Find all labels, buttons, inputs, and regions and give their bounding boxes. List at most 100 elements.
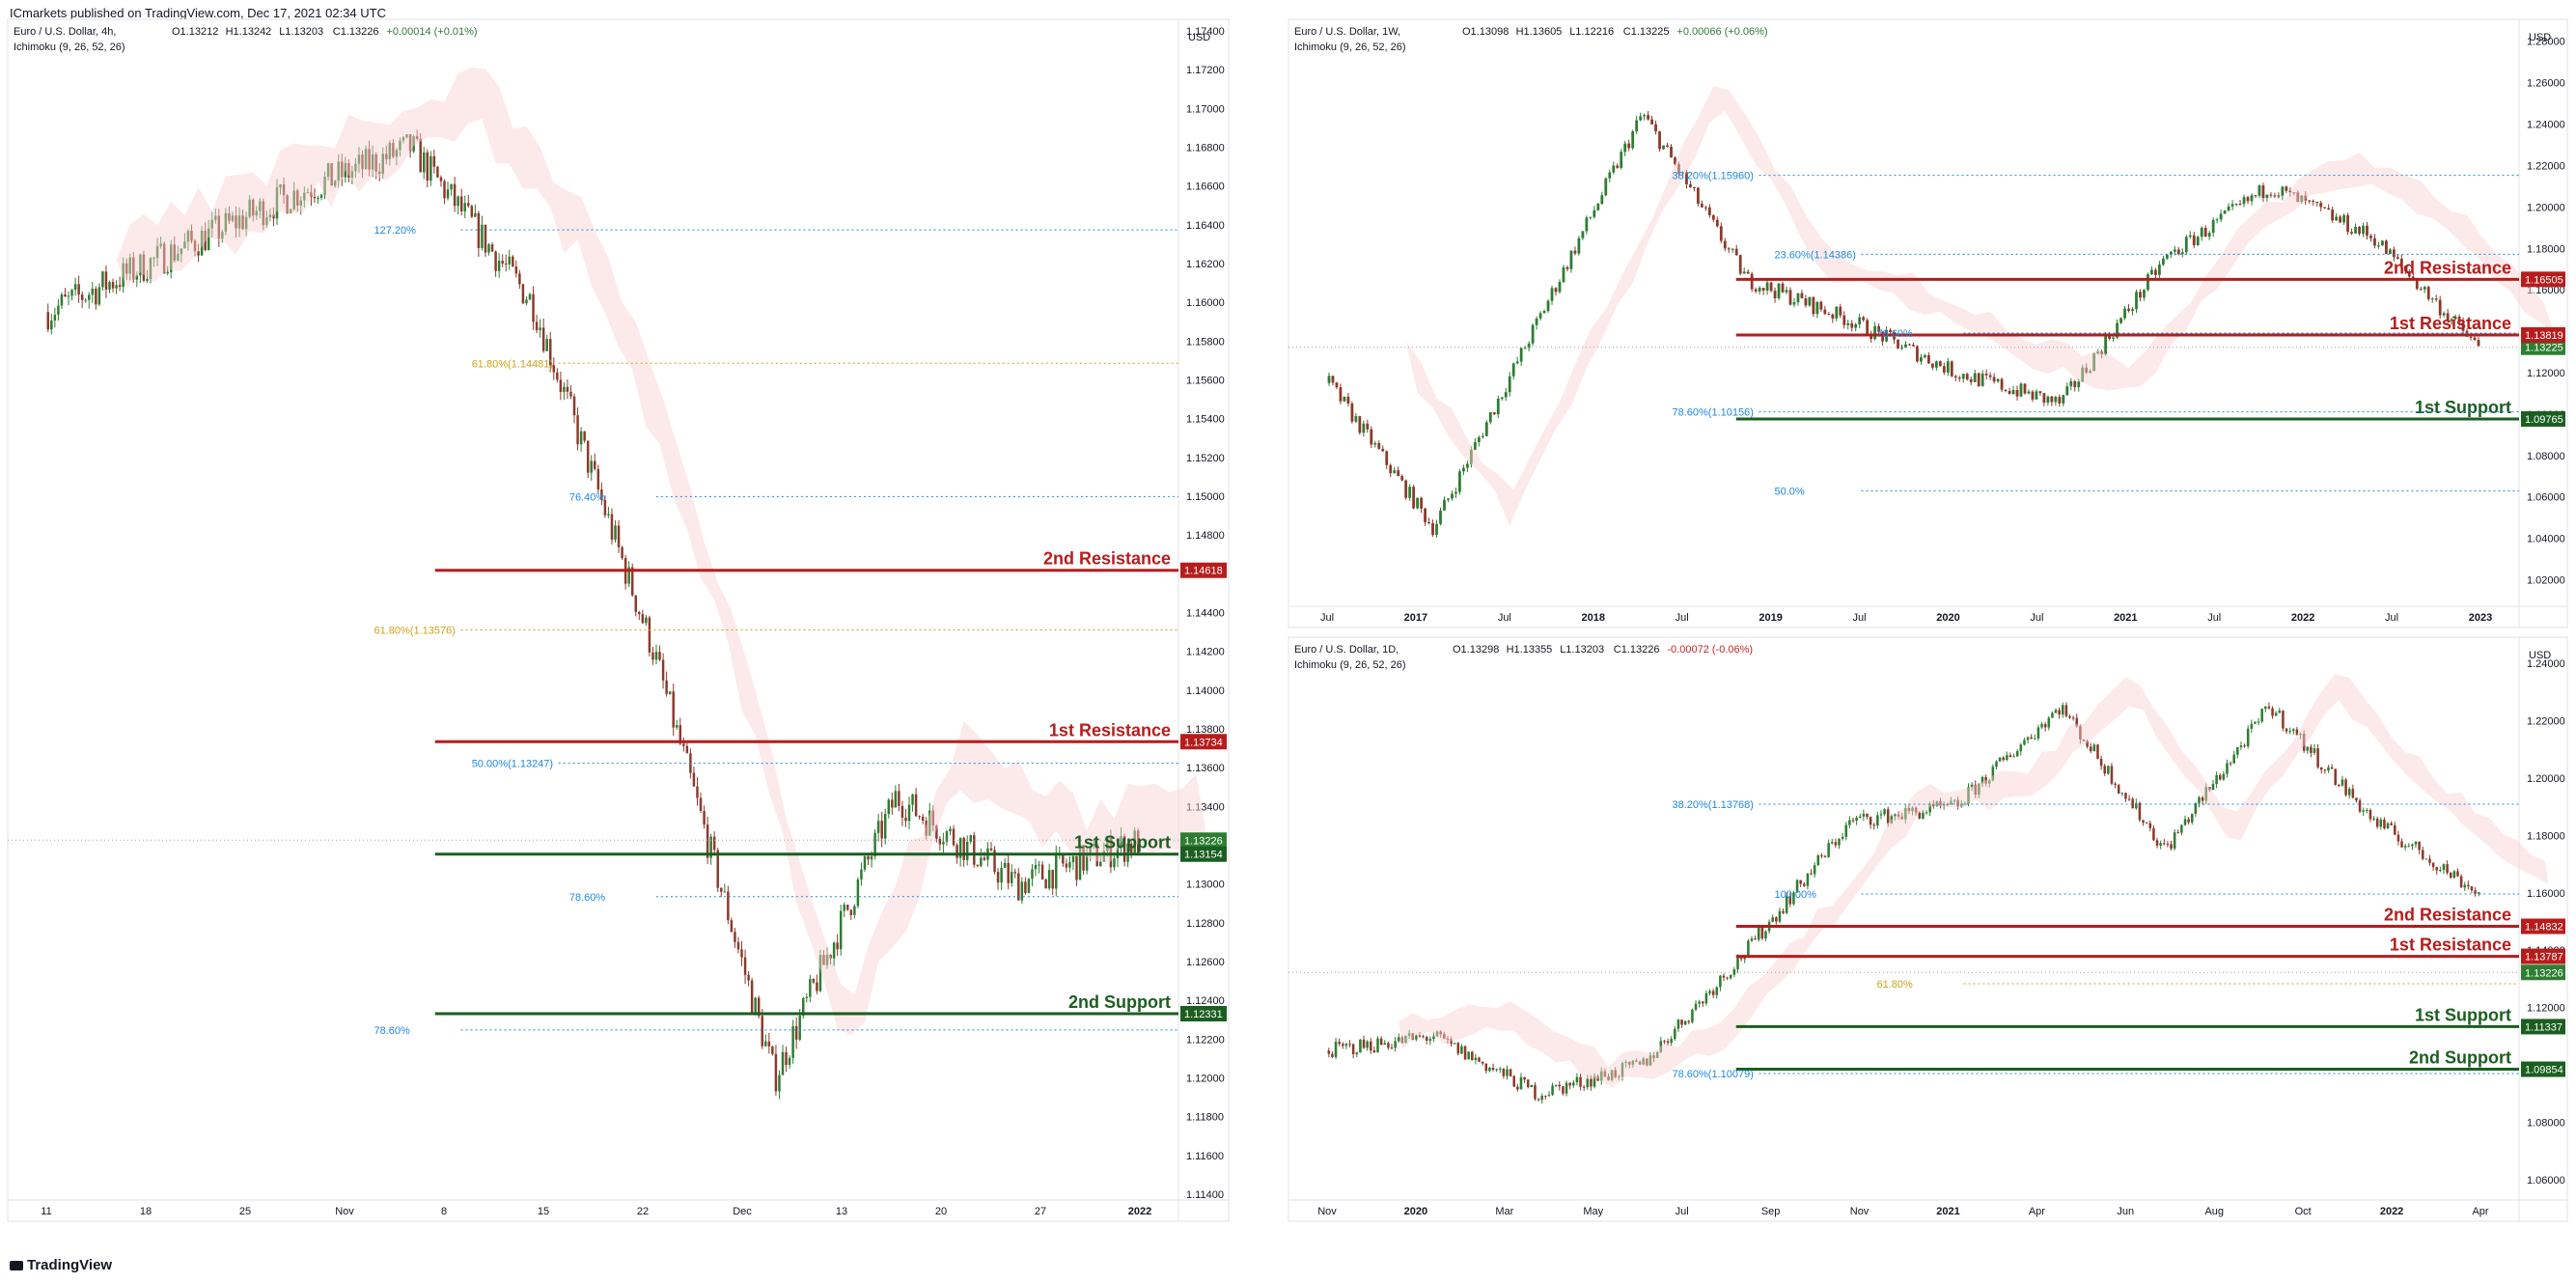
candle-body: [1808, 296, 1812, 306]
candle-body: [1707, 207, 1711, 215]
candle-body: [2068, 715, 2071, 718]
y-tick-label: 1.14800: [1186, 530, 1225, 542]
level-label: 1st Support: [1074, 833, 1171, 852]
candle-body: [1089, 846, 1092, 853]
candle-body: [1654, 124, 1657, 132]
level-price-value: 1.13787: [2525, 952, 2563, 963]
candle-body: [1590, 1078, 1593, 1087]
candle-body: [740, 949, 743, 958]
candle-body: [2246, 728, 2250, 747]
candle-body: [1732, 969, 1736, 975]
candle-body: [186, 231, 190, 242]
candle-body: [539, 327, 541, 331]
candle-body: [849, 909, 853, 915]
candle-body: [2277, 195, 2281, 197]
candle-body: [1390, 1047, 1394, 1049]
candle-body: [347, 163, 350, 178]
fib-label: 23.60%(1.14386): [1775, 249, 1856, 261]
candle-body: [385, 154, 388, 159]
candle-body: [2054, 397, 2058, 403]
candle-body: [627, 567, 630, 584]
candle-body: [2096, 744, 2099, 759]
candle-body: [1620, 1063, 1624, 1077]
candle-body: [1666, 1041, 1670, 1044]
tradingview-brand[interactable]: TradingView: [10, 1257, 112, 1273]
candle-body: [1488, 412, 1492, 423]
candle-body: [634, 595, 637, 612]
candle-body: [2381, 240, 2384, 246]
candle-body: [1502, 1068, 1506, 1076]
candle-body: [2450, 319, 2453, 321]
candle-body: [1453, 1043, 1456, 1045]
candle-body: [1823, 855, 1827, 857]
candle-body: [1799, 879, 1802, 884]
candle-body: [2085, 367, 2089, 373]
candle-body: [563, 386, 566, 392]
candle-body: [2424, 858, 2428, 860]
candle-body: [429, 155, 432, 181]
candle-body: [1603, 1071, 1607, 1077]
candle-body: [1703, 207, 1707, 209]
candle-body: [1973, 373, 1977, 382]
candle-body: [1704, 992, 1708, 1004]
candle-body: [2390, 823, 2393, 825]
candle-body: [2208, 787, 2211, 791]
candle-body: [1977, 373, 1980, 386]
candle-body: [1446, 1038, 1450, 1040]
candle-body: [392, 142, 395, 157]
candle-body: [2461, 321, 2465, 331]
candle-body: [586, 440, 590, 473]
candle-body: [2027, 391, 2031, 394]
candle-body: [2238, 204, 2242, 206]
candle-body: [976, 864, 980, 866]
y-tick-label: 1.14400: [1186, 608, 1225, 620]
candle-body: [2430, 298, 2434, 300]
candle-body: [1635, 1060, 1638, 1062]
y-tick-label: 1.16600: [1186, 181, 1225, 193]
candle-body: [2086, 740, 2089, 747]
candle-body: [2335, 216, 2339, 221]
level-label: 2nd Resistance: [1043, 549, 1171, 569]
candle-body: [996, 872, 1000, 883]
candle-body: [1785, 290, 1788, 293]
candle-body: [1034, 864, 1038, 870]
x-tick-label: 2017: [1404, 612, 1427, 624]
candle-body: [1812, 296, 1815, 315]
candle-body: [1662, 145, 1665, 150]
candle-body: [2342, 214, 2345, 223]
candle-body: [521, 284, 525, 304]
candle-body: [1950, 800, 1953, 805]
candle-body: [173, 244, 177, 261]
candle-body: [2351, 789, 2355, 798]
candle-body: [832, 942, 836, 959]
candle-body: [2035, 391, 2038, 400]
candle-body: [330, 163, 333, 186]
candle-body: [350, 171, 354, 178]
candle-body: [576, 415, 579, 445]
candle-body: [2399, 258, 2403, 266]
candle-body: [1565, 1082, 1568, 1094]
y-tick-label: 1.12000: [2527, 1003, 2565, 1015]
candle-body: [162, 243, 166, 274]
x-tick-label: 2018: [1582, 612, 1605, 624]
candle-body: [2207, 233, 2211, 237]
candle-body: [2150, 269, 2153, 275]
candle-body: [1747, 940, 1750, 957]
candle-body: [638, 611, 641, 615]
candle-body: [2089, 746, 2092, 752]
candle-body: [1342, 1044, 1344, 1047]
candle-body: [1841, 836, 1844, 839]
candle-body: [1400, 476, 1404, 481]
candle-body: [91, 289, 95, 295]
y-tick-label: 1.16200: [1186, 259, 1225, 270]
candle-body: [1925, 812, 1928, 814]
candle-body: [914, 794, 918, 817]
candle-body: [1422, 1036, 1425, 1038]
candle-body: [2215, 774, 2218, 785]
candle-body: [1761, 288, 1765, 291]
candle-body: [1746, 271, 1750, 274]
current-price-value: 1.13226: [1184, 835, 1223, 847]
y-tick-label: 1.16800: [1186, 143, 1225, 154]
candle-body: [535, 321, 539, 331]
charts-canvas[interactable]: Euro / U.S. Dollar, 4h, O1.13212 H1.13242 L…: [0, 0, 2576, 1255]
